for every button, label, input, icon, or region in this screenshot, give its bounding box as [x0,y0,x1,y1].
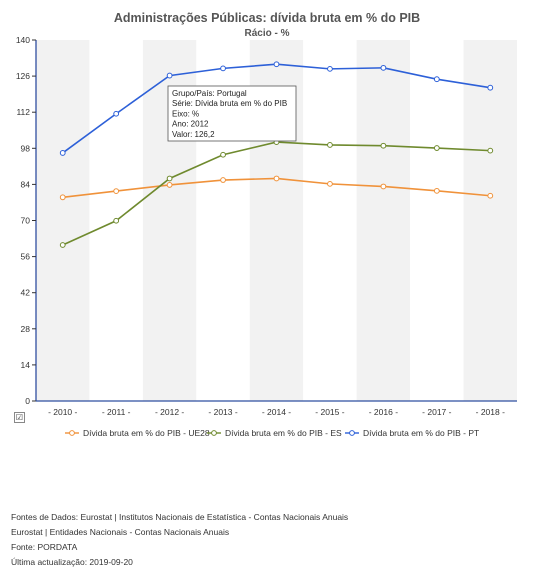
data-point[interactable] [487,84,494,91]
grid-band [463,40,517,401]
data-point[interactable] [380,64,387,71]
x-tick-label: - 2013 - [208,407,237,417]
legend-item[interactable]: Dívida bruta em % do PIB - PT [345,428,479,438]
data-point[interactable] [273,61,280,68]
legend-item[interactable]: Dívida bruta em % do PIB - ES [207,428,342,438]
y-tick-label: 84 [21,179,31,189]
tooltip-line: Série: Dívida bruta em % do PIB [172,99,287,108]
tooltip-line: Eixo: % [172,109,199,118]
legend-item[interactable]: Dívida bruta em % do PIB - UE28 [65,428,210,438]
x-tick-label: - 2016 - [369,407,398,417]
tooltip-box [167,85,297,142]
legend-label: Dívida bruta em % do PIB - PT [363,428,479,438]
x-tick-label: - 2017 - [422,407,451,417]
data-point[interactable] [380,142,387,149]
data-point[interactable] [59,242,66,248]
line-chart: 0 14 28 42 56 70 84 98 112 126 140 - 2010 - - 2011 … [16,35,517,438]
data-point[interactable] [380,183,387,190]
tooltip-line: Grupo/País: Portugal [172,89,247,98]
data-point[interactable] [220,65,226,72]
series-group [59,61,494,248]
sources-line: Eurostat | Entidades Nacionais - Contas … [11,527,230,537]
legend[interactable]: Dívida bruta em % do PIB - UE28 Dívida br… [65,428,479,438]
data-point[interactable] [113,217,120,224]
y-tick-label: 126 [16,71,30,81]
data-point[interactable] [327,180,333,187]
data-point[interactable] [166,72,173,79]
data-point[interactable] [487,147,494,154]
y-tick-label: 42 [21,288,31,298]
x-tick-label: - 2018 - [476,407,505,417]
x-tick-label: - 2012 - [155,407,184,417]
data-point[interactable] [487,192,494,199]
y-tick-label: 140 [16,35,30,45]
tooltip-line: Ano: 2012 [172,120,209,129]
grid-band [410,40,464,401]
y-tick-label: 112 [16,107,30,117]
data-point[interactable] [113,110,120,117]
legend-label: Dívida bruta em % do PIB - UE28 [83,428,210,438]
grid-band [303,40,357,401]
grid-band [36,40,90,401]
legend-swatch-marker [69,430,75,436]
legend-swatch-marker [211,430,217,436]
legend-swatch-marker [349,430,355,436]
chart-title: Administrações Públicas: dívida bruta em… [113,11,421,25]
last-update-line: Última actualização: 2019-09-20 [11,557,133,567]
x-tick-label: - 2010 - [48,407,77,417]
data-point[interactable] [273,175,280,182]
data-point[interactable] [433,145,440,151]
source-line: Fonte: PORDATA [11,542,78,552]
x-axis-ticks: - 2010 - - 2011 - - 2012 - - 2013 - - 2014 -… [48,407,505,417]
data-point[interactable] [433,76,440,83]
data-point[interactable] [59,194,66,201]
data-point[interactable] [327,65,333,72]
tooltip-line: Valor: 126,2 [172,130,215,139]
y-tick-label: 56 [21,252,31,262]
data-point[interactable] [220,151,226,158]
data-point[interactable] [166,175,173,182]
data-point[interactable] [433,187,440,194]
legend-label: Dívida bruta em % do PIB - ES [225,428,342,438]
sources-line: Fontes de Dados: Eurostat | Institutos N… [11,512,349,522]
data-point[interactable] [327,142,333,148]
y-tick-label: 0 [25,396,30,406]
data-point[interactable] [220,177,226,183]
x-tick-label: - 2015 - [315,407,344,417]
options-checkbox[interactable]: ☑ [14,412,25,423]
data-point[interactable] [59,150,66,156]
x-tick-label: - 2014 - [262,407,291,417]
sources-footer: Fontes de Dados: Eurostat | Institutos N… [11,510,348,570]
data-point[interactable] [166,182,173,188]
chart-subtitle: Rácio - % [244,28,290,39]
y-axis-ticks: 0 14 28 42 56 70 84 98 112 126 140 [16,35,36,406]
y-tick-label: 70 [21,216,31,226]
data-point[interactable] [113,188,120,195]
y-tick-label: 14 [21,360,31,370]
x-tick-label: - 2011 - [102,407,131,417]
grid-band [356,40,411,401]
y-tick-label: 28 [21,324,31,334]
y-tick-label: 98 [21,143,31,153]
